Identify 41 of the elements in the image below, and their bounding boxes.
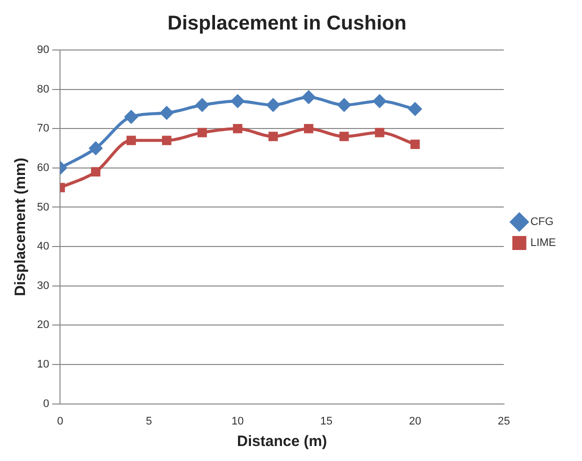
y-tick-label: 30 [36,280,50,292]
point [91,167,100,177]
point [338,98,351,112]
point [268,132,278,142]
y-tick-label: 0 [43,398,50,410]
y-tick-label: 20 [36,319,50,332]
y-tick-label: 50 [36,201,50,214]
point [339,132,349,142]
point [302,90,316,104]
point [410,140,420,150]
point [304,124,314,134]
y-tick-label: 40 [36,240,50,253]
point [126,136,136,146]
point [374,128,384,138]
point [373,94,386,108]
point [198,128,207,138]
chart-title: Displacement in Cushion [168,12,406,35]
point [196,98,209,112]
x-tick-label: 10 [232,415,244,428]
point [160,106,174,120]
point [124,110,138,124]
x-tick-label: 0 [57,415,64,428]
x-tick-label: 25 [498,415,510,428]
y-tick-label: 80 [36,83,50,96]
point [162,136,172,146]
x-tick-label: 15 [320,415,333,428]
x-tick-label: 5 [146,415,152,428]
y-tick-label: 70 [36,122,50,135]
y-axis-title: Displacement (mm) [12,158,30,296]
point [232,124,242,134]
y-tick-label: 10 [36,358,50,371]
y-tick-label: 60 [36,162,50,174]
x-tick-label: 20 [408,415,422,428]
point [89,142,102,155]
y-tick-label: 90 [36,44,50,56]
point [266,98,280,112]
point [231,94,244,108]
legend-label: LIME [530,237,556,250]
x-axis-title: Distance (m) [237,433,328,450]
point [408,102,422,116]
legend-label: CFG [530,216,554,228]
